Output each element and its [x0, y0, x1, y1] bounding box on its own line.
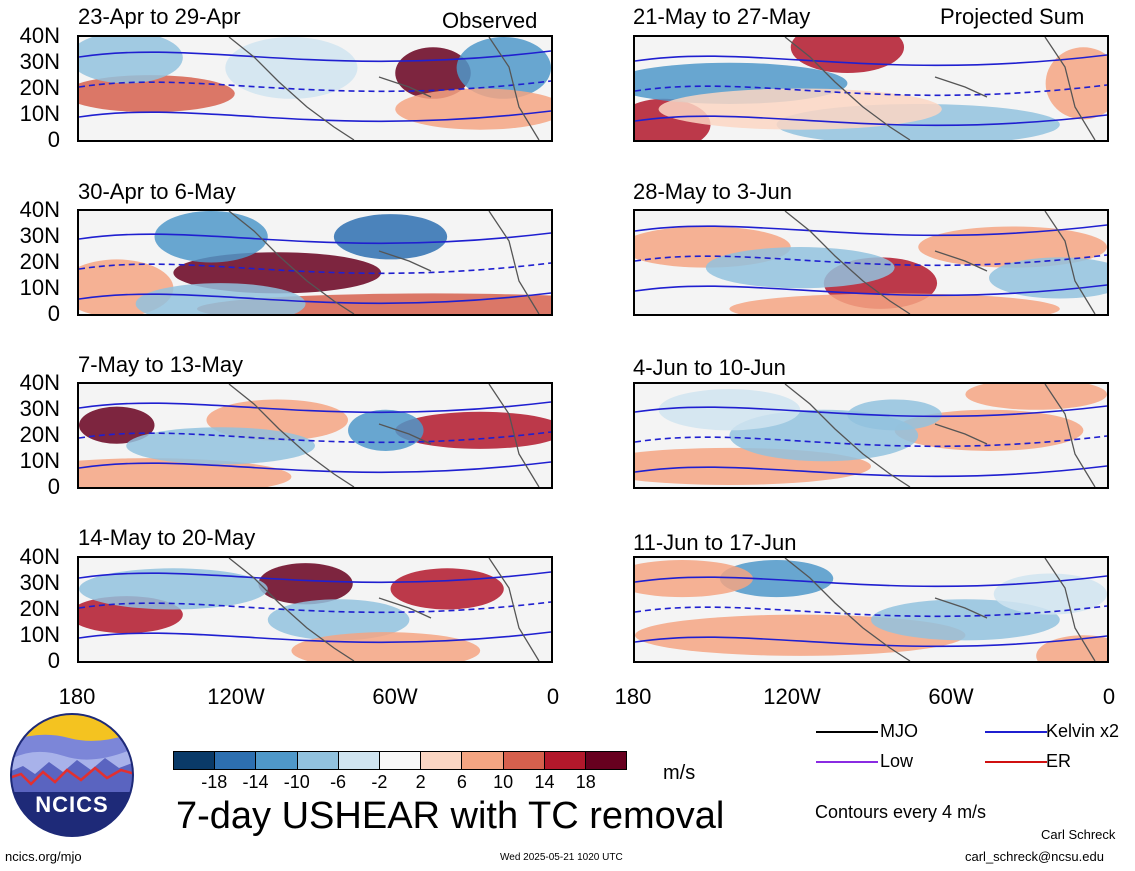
map-field-8 — [635, 558, 1107, 661]
page-title: 7-day USHEAR with TC removal — [176, 795, 725, 837]
lat-label: 10N — [19, 448, 60, 473]
panel-title-1: 23-Apr to 29-Apr — [78, 4, 241, 29]
map-panel-4 — [633, 209, 1109, 316]
lon-label-180-right: 180 — [614, 684, 652, 709]
lat-label: 30N — [19, 396, 60, 421]
legend-line-er — [985, 761, 1047, 763]
panel-title-2: 21-May to 27-May — [633, 4, 811, 29]
colorbar-label: -6 — [330, 772, 347, 792]
lat-label: 0 — [47, 127, 60, 152]
legend-label-low: Low — [880, 751, 914, 771]
colorbar — [173, 751, 627, 770]
lon-label-0-right: 0 — [1102, 684, 1116, 709]
colorbar-swatch — [503, 752, 545, 769]
map-field-7 — [79, 558, 551, 661]
legend-label-mjo: MJO — [880, 721, 918, 741]
map-panel-3 — [77, 209, 553, 316]
colorbar-label: -2 — [371, 772, 388, 792]
map-field-3 — [79, 211, 551, 314]
colorbar-units: m/s — [663, 762, 696, 784]
panel-title-5: 7-May to 13-May — [78, 352, 244, 377]
lat-label: 20N — [19, 249, 60, 274]
map-field-6 — [635, 384, 1107, 487]
colorbar-swatch — [215, 752, 257, 769]
map-panel-1 — [77, 35, 553, 142]
colorbar-swatch — [338, 752, 380, 769]
lat-label: 10N — [19, 275, 60, 300]
legend-line-mjo — [816, 731, 878, 733]
logo-text: NCICS — [35, 792, 109, 817]
lat-label: 20N — [19, 596, 60, 621]
colorbar-label: -14 — [242, 772, 269, 792]
map-panel-5 — [77, 382, 553, 489]
lon-label-60w-left: 60W — [372, 684, 418, 709]
map-panel-8 — [633, 556, 1109, 663]
contours-note: Contours every 4 m/s — [815, 802, 987, 822]
lat-label: 10N — [19, 101, 60, 126]
lat-label: 20N — [19, 422, 60, 447]
panel-title-7: 14-May to 20-May — [78, 525, 256, 550]
colorbar-swatch — [297, 752, 339, 769]
colorbar-swatch — [256, 752, 298, 769]
lat-label: 0 — [47, 474, 60, 499]
lat-label: 30N — [19, 570, 60, 595]
lat-label: 30N — [19, 49, 60, 74]
panel-title-4: 28-May to 3-Jun — [633, 179, 792, 204]
author-email[interactable]: carl_schreck@ncsu.edu — [965, 849, 1104, 864]
panel-title-3: 30-Apr to 6-May — [78, 179, 236, 204]
map-field-1 — [79, 37, 551, 140]
lon-label-60w-right: 60W — [928, 684, 974, 709]
timestamp: Wed 2025-05-21 1020 UTC — [500, 852, 623, 863]
colorbar-label: -10 — [283, 772, 310, 792]
colorbar-label: 18 — [575, 772, 596, 792]
map-field-4 — [635, 211, 1107, 314]
map-panel-7 — [77, 556, 553, 663]
colorbar-label: 2 — [415, 772, 426, 792]
colorbar-swatch — [174, 752, 216, 769]
panel-tag-projected: Projected Sum — [940, 4, 1085, 29]
colorbar-swatch — [379, 752, 422, 769]
lat-label: 40N — [19, 23, 60, 48]
colorbar-swatch — [544, 752, 586, 769]
author: Carl Schreck — [1041, 827, 1116, 842]
legend-label-er: ER — [1046, 751, 1072, 771]
site-link[interactable]: ncics.org/mjo — [5, 849, 82, 864]
panel-tag-observed: Observed — [442, 8, 538, 33]
lat-label: 10N — [19, 622, 60, 647]
colorbar-swatch — [421, 752, 463, 769]
lon-label-180-left: 180 — [58, 684, 96, 709]
panel-title-6: 4-Jun to 10-Jun — [633, 355, 786, 380]
map-panel-2 — [633, 35, 1109, 142]
lat-label: 40N — [19, 544, 60, 569]
lat-label: 30N — [19, 223, 60, 248]
ncics-logo: NCICS — [9, 712, 135, 838]
legend-line-low — [816, 761, 878, 763]
legend-line-kelvin — [985, 731, 1047, 733]
lat-label: 0 — [47, 301, 60, 326]
panel-title-8: 11-Jun to 17-Jun — [633, 530, 797, 555]
lat-label: 40N — [19, 197, 60, 222]
legend-label-kelvin: Kelvin x2 — [1046, 721, 1120, 741]
lon-label-120w-left: 120W — [207, 684, 265, 709]
lon-label-120w-right: 120W — [763, 684, 821, 709]
colorbar-swatch — [585, 752, 627, 769]
colorbar-label: -18 — [201, 772, 228, 792]
colorbar-label: 14 — [534, 772, 555, 792]
lat-label: 40N — [19, 370, 60, 395]
map-field-5 — [79, 384, 551, 487]
colorbar-label: 6 — [456, 772, 467, 792]
map-panel-6 — [633, 382, 1109, 489]
colorbar-label: 10 — [493, 772, 514, 792]
lat-label: 0 — [47, 648, 60, 673]
map-field-2 — [635, 37, 1107, 140]
lon-label-0-left: 0 — [546, 684, 560, 709]
lat-label: 20N — [19, 75, 60, 100]
colorbar-swatch — [462, 752, 504, 769]
